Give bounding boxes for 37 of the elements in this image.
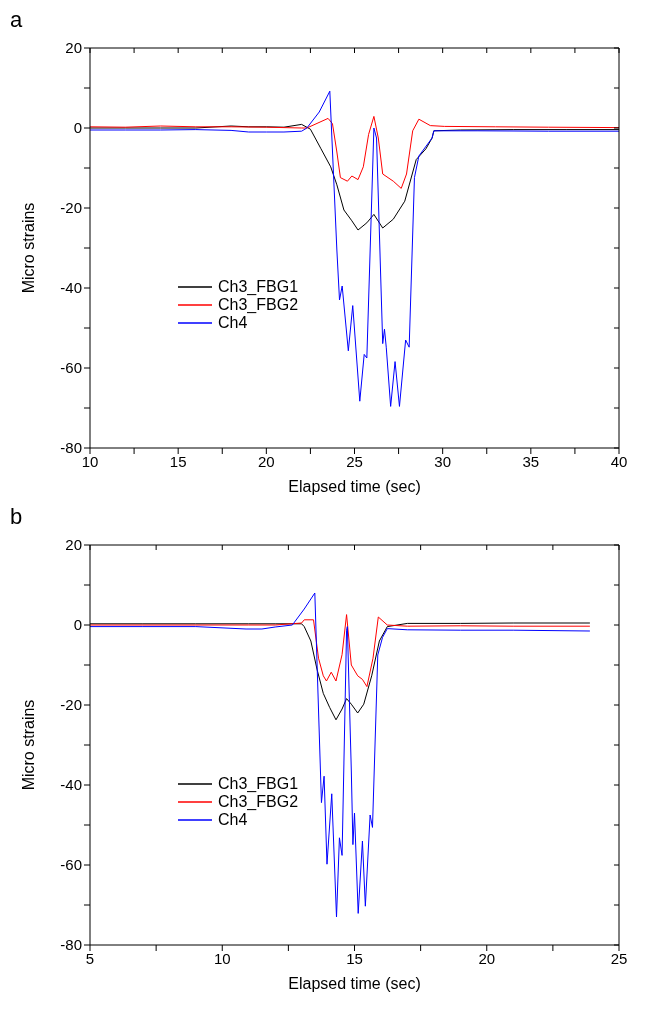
legend-label: Ch3_FBG2 bbox=[218, 793, 299, 811]
y-tick-label: -80 bbox=[60, 439, 82, 457]
x-tick-label: 15 bbox=[169, 452, 187, 470]
x-tick-label: 10 bbox=[81, 452, 99, 470]
x-tick-label: 40 bbox=[610, 452, 628, 470]
legend-label: Ch3_FBG1 bbox=[218, 775, 299, 793]
chart-title: b bbox=[9, 504, 24, 529]
legend-label: Ch4 bbox=[218, 811, 248, 829]
y-tick-label: -20 bbox=[60, 199, 82, 217]
y-tick-label: -60 bbox=[60, 359, 82, 377]
x-tick-label: 20 bbox=[478, 949, 496, 967]
line-series bbox=[90, 614, 591, 688]
x-tick-label: 30 bbox=[434, 452, 452, 470]
y-tick-label: -40 bbox=[60, 279, 82, 297]
y-axis-title: Micro strains bbox=[19, 202, 37, 294]
legend-label: Ch3_FBG2 bbox=[218, 296, 299, 314]
y-tick-label: 0 bbox=[73, 119, 82, 137]
legend-label: Ch4 bbox=[218, 314, 248, 332]
y-tick-label: 20 bbox=[65, 536, 82, 554]
y-tick-label: 20 bbox=[65, 39, 82, 57]
y-tick-label: -60 bbox=[60, 856, 82, 874]
x-tick-label: 15 bbox=[346, 949, 363, 967]
x-tick-label: 20 bbox=[257, 452, 275, 470]
x-tick-label: 35 bbox=[522, 452, 540, 470]
y-tick-label: -20 bbox=[60, 696, 82, 714]
x-tick-label: 5 bbox=[85, 949, 95, 967]
x-tick-label: 25 bbox=[610, 949, 628, 967]
x-tick-label: 25 bbox=[346, 452, 363, 470]
x-axis-title: Elapsed time (sec) bbox=[288, 975, 421, 992]
legend-label: Ch3_FBG1 bbox=[218, 278, 299, 296]
x-tick-label: 10 bbox=[213, 949, 231, 967]
chart-title: a bbox=[9, 7, 24, 32]
y-tick-label: -40 bbox=[60, 776, 82, 794]
y-tick-label: 0 bbox=[73, 616, 82, 634]
y-tick-label: -80 bbox=[60, 936, 82, 954]
y-axis-title: Micro strains bbox=[19, 699, 37, 791]
x-axis-title: Elapsed time (sec) bbox=[288, 478, 421, 495]
